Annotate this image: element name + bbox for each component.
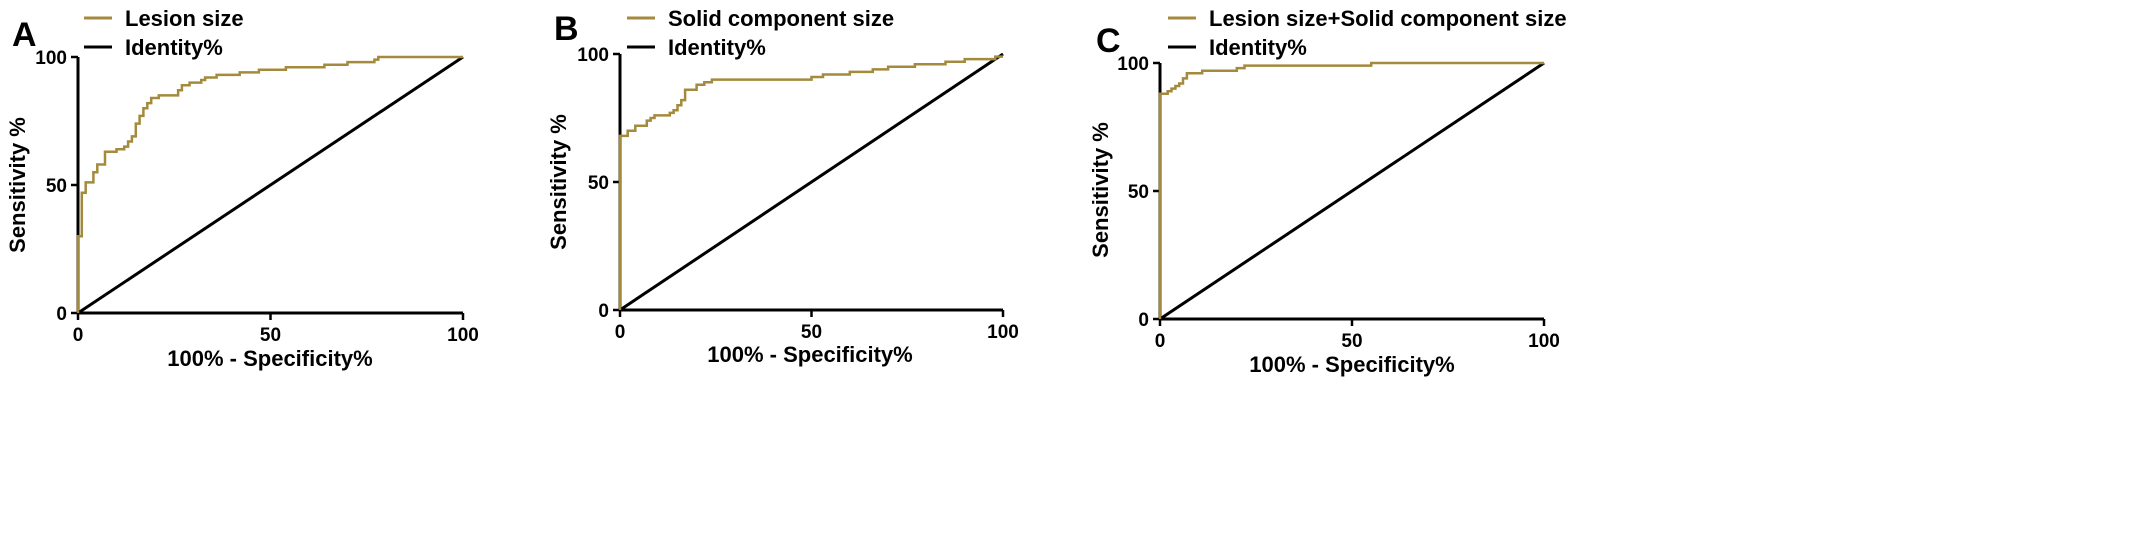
x-tick-label: 50	[1341, 331, 1362, 352]
identity-line	[77, 55, 464, 315]
x-axis-title: 100% - Specificity%	[167, 346, 372, 371]
panel-letter: C	[1096, 22, 1121, 60]
x-tick-label: 0	[73, 325, 84, 346]
roc-curve	[1158, 61, 1544, 319]
legend: Lesion size+Solid component size Identit…	[1168, 6, 1567, 60]
y-axis-title: Sensitivity %	[546, 114, 571, 250]
identity-line	[619, 52, 1004, 312]
plot-area: 0 50 100 0 50 100	[35, 48, 479, 346]
x-axis-title: 100% - Specificity%	[707, 342, 912, 367]
y-tick-label: 50	[588, 173, 609, 194]
y-axis-title: Sensitivity %	[5, 117, 30, 253]
y-tick-label: 100	[577, 45, 609, 66]
y-axis-title: Sensitivity %	[1088, 122, 1113, 258]
x-tick-label: 100	[447, 325, 479, 346]
roc-curve	[618, 55, 1003, 310]
x-axis-title: 100% - Specificity%	[1249, 352, 1454, 377]
legend-label-roc: Lesion size+Solid component size	[1209, 6, 1567, 31]
x-tick-label: 50	[801, 322, 822, 343]
roc-panel-c: C Lesion size+Solid component size Ident…	[1088, 6, 1567, 377]
legend: Lesion size Identity%	[84, 6, 244, 60]
legend-label-identity: Identity%	[125, 35, 223, 60]
y-tick-label: 50	[46, 176, 67, 197]
roc-panel-b: B Solid component size Identity% 0501000…	[546, 6, 1019, 367]
y-tick-label: 100	[35, 48, 67, 69]
y-tick-label: 0	[598, 301, 609, 322]
x-tick-label: 50	[260, 325, 281, 346]
y-tick-label: 0	[56, 304, 67, 325]
plot-area: 0 50 100 0 50 100	[1117, 54, 1560, 352]
x-tick-label: 0	[1155, 331, 1166, 352]
legend: Solid component size Identity%	[627, 6, 894, 60]
y-tick-label: 100	[1117, 54, 1149, 75]
legend-label-identity: Identity%	[668, 35, 766, 60]
y-tick-label: 50	[1128, 182, 1149, 203]
panel-letter: B	[554, 10, 579, 48]
x-tick-label: 0	[615, 322, 626, 343]
legend-label-identity: Identity%	[1209, 35, 1307, 60]
roc-panel-a: A Lesion size Identity% 0 50 100 0 50 100 100…	[5, 6, 479, 371]
plot-area: 0 50 100 0 50 100	[577, 45, 1019, 343]
legend-label-roc: Lesion size	[125, 6, 244, 31]
legend-label-roc: Solid component size	[668, 6, 894, 31]
y-tick-label: 0	[1138, 310, 1149, 331]
identity-line	[1159, 61, 1545, 321]
x-tick-label: 100	[1528, 331, 1560, 352]
panel-letter: A	[12, 16, 37, 54]
roc-curve	[76, 55, 463, 313]
x-tick-label: 100	[987, 322, 1019, 343]
